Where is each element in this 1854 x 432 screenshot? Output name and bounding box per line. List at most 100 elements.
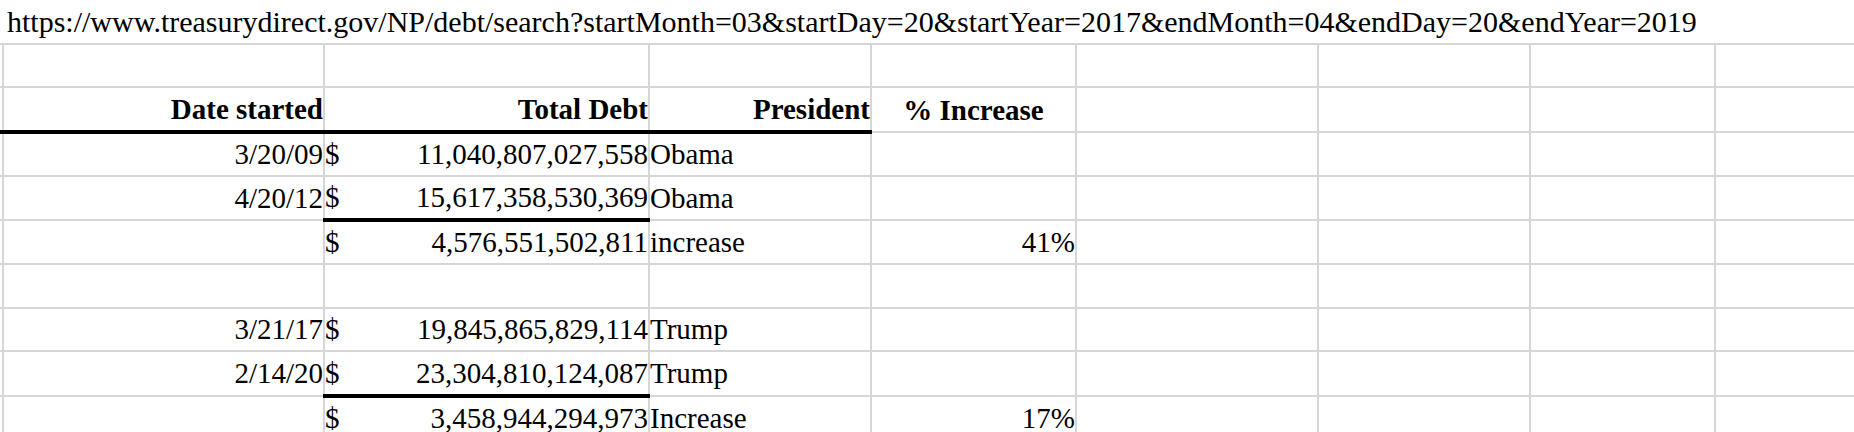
table-row bbox=[0, 264, 1854, 308]
table-row bbox=[0, 44, 1854, 87]
empty-cell[interactable] bbox=[1715, 396, 1854, 432]
empty-cell[interactable] bbox=[1318, 87, 1530, 132]
empty-cell[interactable] bbox=[324, 264, 649, 308]
spreadsheet-grid: https://www.treasurydirect.gov/NP/debt/s… bbox=[0, 0, 1854, 432]
currency-symbol: $ bbox=[325, 398, 340, 432]
accounting-format: $ 4,576,551,502,811 bbox=[325, 222, 648, 263]
currency-symbol: $ bbox=[325, 177, 340, 218]
debt-amount: 4,576,551,502,811 bbox=[432, 222, 648, 263]
empty-cell[interactable] bbox=[1715, 351, 1854, 396]
date-cell[interactable] bbox=[3, 220, 324, 264]
president-cell[interactable]: Obama bbox=[649, 132, 871, 176]
empty-cell[interactable] bbox=[1076, 87, 1318, 132]
empty-cell[interactable] bbox=[1076, 308, 1318, 351]
header-percent-increase[interactable]: % Increase bbox=[871, 87, 1076, 132]
accounting-format: $ 23,304,810,124,087 bbox=[325, 353, 648, 394]
currency-symbol: $ bbox=[325, 134, 340, 175]
empty-cell[interactable] bbox=[1530, 176, 1715, 220]
empty-cell[interactable] bbox=[1715, 308, 1854, 351]
date-cell[interactable]: 3/20/09 bbox=[3, 132, 324, 176]
date-cell[interactable]: 2/14/20 bbox=[3, 351, 324, 396]
debt-cell[interactable]: $ 19,845,865,829,114 bbox=[324, 308, 649, 351]
percent-cell[interactable] bbox=[871, 176, 1076, 220]
percent-cell[interactable] bbox=[871, 308, 1076, 351]
accounting-format: $ 15,617,358,530,369 bbox=[325, 177, 648, 218]
percent-cell[interactable]: 41% bbox=[871, 220, 1076, 264]
empty-cell[interactable] bbox=[1715, 264, 1854, 308]
empty-cell[interactable] bbox=[1715, 87, 1854, 132]
president-cell[interactable]: Trump bbox=[649, 308, 871, 351]
president-cell[interactable]: Obama bbox=[649, 176, 871, 220]
empty-cell[interactable] bbox=[1076, 220, 1318, 264]
table-row: $ 3,458,944,294,973 Increase 17% bbox=[0, 396, 1854, 432]
empty-cell[interactable] bbox=[1318, 264, 1530, 308]
header-date-started[interactable]: Date started bbox=[3, 87, 324, 132]
header-total-debt[interactable]: Total Debt bbox=[324, 87, 649, 132]
empty-cell[interactable] bbox=[1318, 351, 1530, 396]
percent-cell[interactable] bbox=[871, 132, 1076, 176]
empty-cell[interactable] bbox=[1318, 176, 1530, 220]
president-cell[interactable]: Increase bbox=[649, 396, 871, 432]
empty-cell[interactable] bbox=[1318, 44, 1530, 87]
empty-cell[interactable] bbox=[1530, 44, 1715, 87]
header-president[interactable]: President bbox=[649, 87, 871, 132]
currency-symbol: $ bbox=[325, 309, 340, 350]
empty-cell[interactable] bbox=[1530, 308, 1715, 351]
url-cell[interactable]: https://www.treasurydirect.gov/NP/debt/s… bbox=[0, 0, 1854, 44]
president-cell[interactable]: increase bbox=[649, 220, 871, 264]
accounting-format: $ 11,040,807,027,558 bbox=[325, 134, 648, 175]
empty-cell[interactable] bbox=[649, 264, 871, 308]
empty-cell[interactable] bbox=[1076, 176, 1318, 220]
empty-cell[interactable] bbox=[1076, 44, 1318, 87]
percent-cell[interactable]: 17% bbox=[871, 396, 1076, 432]
empty-cell[interactable] bbox=[1318, 308, 1530, 351]
empty-cell[interactable] bbox=[1530, 87, 1715, 132]
table-row: $ 4,576,551,502,811 increase 41% bbox=[0, 220, 1854, 264]
accounting-format: $ 3,458,944,294,973 bbox=[325, 398, 648, 432]
empty-cell[interactable] bbox=[1715, 44, 1854, 87]
debt-amount: 3,458,944,294,973 bbox=[431, 398, 649, 432]
empty-cell[interactable] bbox=[1076, 396, 1318, 432]
empty-cell[interactable] bbox=[1715, 132, 1854, 176]
empty-cell[interactable] bbox=[1076, 351, 1318, 396]
debt-cell[interactable]: $ 23,304,810,124,087 bbox=[324, 351, 649, 396]
table-row: 2/14/20 $ 23,304,810,124,087 Trump bbox=[0, 351, 1854, 396]
debt-cell[interactable]: $ 4,576,551,502,811 bbox=[324, 220, 649, 264]
debt-cell[interactable]: $ 11,040,807,027,558 bbox=[324, 132, 649, 176]
currency-symbol: $ bbox=[325, 222, 340, 263]
table-row: 3/21/17 $ 19,845,865,829,114 Trump bbox=[0, 308, 1854, 351]
empty-cell[interactable] bbox=[1530, 132, 1715, 176]
empty-cell[interactable] bbox=[1530, 264, 1715, 308]
empty-cell[interactable] bbox=[1318, 220, 1530, 264]
header-row: Date started Total Debt President % Incr… bbox=[0, 87, 1854, 132]
empty-cell[interactable] bbox=[1076, 264, 1318, 308]
empty-cell[interactable] bbox=[871, 264, 1076, 308]
empty-cell[interactable] bbox=[649, 44, 871, 87]
table-row: 3/20/09 $ 11,040,807,027,558 Obama bbox=[0, 132, 1854, 176]
debt-cell[interactable]: $ 3,458,944,294,973 bbox=[324, 396, 649, 432]
debt-amount: 23,304,810,124,087 bbox=[416, 353, 648, 394]
accounting-format: $ 19,845,865,829,114 bbox=[325, 309, 648, 350]
empty-cell[interactable] bbox=[324, 44, 649, 87]
spreadsheet: https://www.treasurydirect.gov/NP/debt/s… bbox=[0, 0, 1854, 432]
currency-symbol: $ bbox=[325, 353, 340, 394]
date-cell[interactable]: 3/21/17 bbox=[3, 308, 324, 351]
empty-cell[interactable] bbox=[3, 264, 324, 308]
debt-amount: 11,040,807,027,558 bbox=[417, 134, 648, 175]
date-cell[interactable]: 4/20/12 bbox=[3, 176, 324, 220]
empty-cell[interactable] bbox=[3, 44, 324, 87]
empty-cell[interactable] bbox=[1318, 396, 1530, 432]
president-cell[interactable]: Trump bbox=[649, 351, 871, 396]
date-cell[interactable] bbox=[3, 396, 324, 432]
empty-cell[interactable] bbox=[1530, 351, 1715, 396]
empty-cell[interactable] bbox=[871, 44, 1076, 87]
empty-cell[interactable] bbox=[1530, 220, 1715, 264]
empty-cell[interactable] bbox=[1076, 132, 1318, 176]
percent-cell[interactable] bbox=[871, 351, 1076, 396]
debt-cell[interactable]: $ 15,617,358,530,369 bbox=[324, 176, 649, 220]
empty-cell[interactable] bbox=[1715, 176, 1854, 220]
empty-cell[interactable] bbox=[1318, 132, 1530, 176]
table-row: 4/20/12 $ 15,617,358,530,369 Obama bbox=[0, 176, 1854, 220]
empty-cell[interactable] bbox=[1530, 396, 1715, 432]
empty-cell[interactable] bbox=[1715, 220, 1854, 264]
